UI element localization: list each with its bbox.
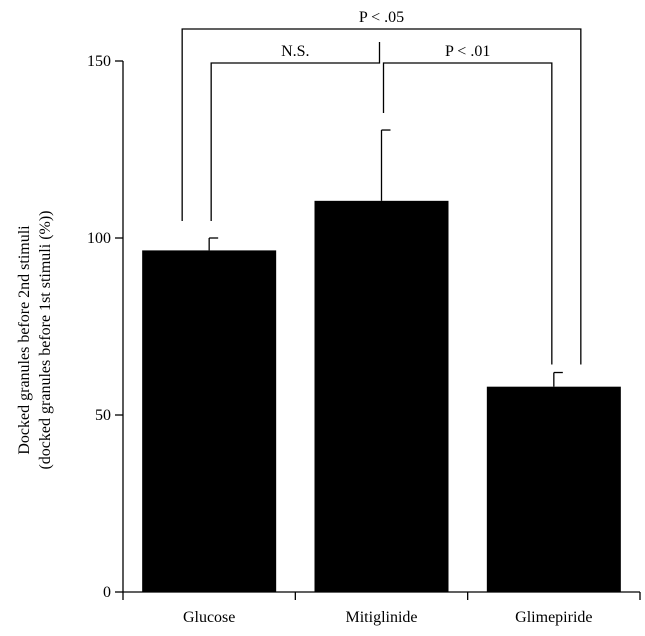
bar-glucose <box>142 250 277 592</box>
bar-glimepiride <box>486 386 621 592</box>
y-tick-label: 150 <box>87 53 111 70</box>
x-tick-label: Glimepiride <box>515 609 592 626</box>
y-axis-title: Docked granules before 2nd stimuli (dock… <box>16 210 54 469</box>
significance-label: P < .01 <box>445 43 490 60</box>
significance-label: P < .05 <box>359 9 404 26</box>
y-tick-label: 50 <box>95 407 111 424</box>
x-axis-labels: Glucose Mitiglinide Glimepiride <box>183 609 593 626</box>
significance-brackets: N.S. P < .01 P < .05 <box>181 9 582 365</box>
significance-bracket <box>210 42 381 221</box>
bars <box>142 200 621 592</box>
y-tick-label: 0 <box>103 584 111 601</box>
x-tick-label: Mitiglinide <box>346 609 418 626</box>
y-axis-title-line-1: Docked granules before 2nd stimuli <box>16 225 33 455</box>
significance-bracket <box>181 28 582 365</box>
x-tick-label: Glucose <box>183 609 235 626</box>
y-axis-ticks: 0 50 100 150 <box>87 53 123 601</box>
error-bars <box>208 129 563 387</box>
significance-label: N.S. <box>281 43 309 60</box>
significance-bracket <box>382 62 553 365</box>
bar-mitiglinide <box>314 200 449 592</box>
y-tick-label: 100 <box>87 230 111 247</box>
y-axis-title-line-2: (docked granules before 1st stimuli (%)) <box>37 210 54 469</box>
